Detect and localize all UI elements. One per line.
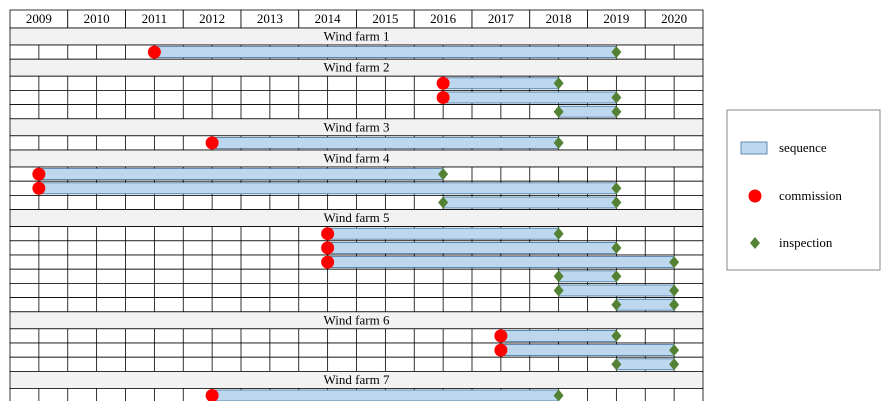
year-label: 2015 [372, 11, 398, 26]
year-label: 2020 [661, 11, 687, 26]
legend-label: sequence [779, 140, 827, 155]
sequence-bar [442, 77, 560, 90]
legend-swatch [750, 237, 760, 249]
inspection-marker [553, 284, 564, 297]
legend-swatch [740, 141, 768, 155]
legend-label: commission [779, 188, 842, 203]
sequence-bar [442, 91, 617, 104]
year-label: 2014 [315, 11, 342, 26]
inspection-marker [553, 227, 564, 240]
inspection-marker [553, 389, 564, 401]
inspection-marker [553, 77, 564, 90]
inspection-marker [438, 168, 449, 181]
year-label: 2018 [546, 11, 572, 26]
sequence-bar [327, 256, 675, 269]
group-label: Wind farm 7 [324, 372, 390, 387]
year-label: 2016 [430, 11, 457, 26]
group-label: Wind farm 1 [324, 28, 390, 43]
group-label: Wind farm 6 [324, 312, 390, 327]
group-label: Wind farm 5 [324, 210, 390, 225]
inspection-marker [611, 46, 622, 59]
sequence-bar [327, 227, 560, 240]
year-label: 2017 [488, 11, 515, 26]
sequence-bar [558, 270, 617, 283]
commission-marker [494, 329, 508, 343]
commission-marker [32, 167, 46, 181]
year-label: 2012 [199, 11, 225, 26]
commission-marker [205, 136, 219, 150]
year-label: 2009 [26, 11, 52, 26]
inspection-marker [611, 91, 622, 104]
commission-marker [321, 227, 335, 241]
inspection-marker [438, 196, 449, 209]
commission-marker [436, 76, 450, 90]
inspection-marker [669, 344, 680, 357]
legend-label: inspection [779, 235, 833, 250]
inspection-marker [611, 196, 622, 209]
inspection-marker [611, 270, 622, 283]
inspection-marker [669, 256, 680, 269]
commission-marker [32, 181, 46, 195]
sequence-bar [153, 46, 617, 58]
inspection-marker [611, 241, 622, 254]
group-label: Wind farm 2 [324, 60, 390, 75]
sequence-bar [558, 105, 617, 118]
inspection-marker [553, 136, 564, 149]
inspection-marker [611, 298, 622, 311]
sequence-bar [327, 241, 617, 254]
commission-marker [494, 343, 508, 357]
sequence-bar [442, 196, 617, 209]
sequence-bar [500, 329, 617, 342]
inspection-marker [553, 270, 564, 283]
inspection-marker [669, 298, 680, 311]
inspection-marker [611, 329, 622, 342]
group-label: Wind farm 3 [324, 119, 390, 134]
group-label: Wind farm 4 [324, 150, 390, 165]
sequence-bar [558, 284, 675, 297]
year-label: 2010 [84, 11, 110, 26]
commission-marker [436, 91, 450, 104]
commission-marker [321, 241, 335, 255]
year-label: 2011 [142, 11, 168, 26]
inspection-marker [611, 105, 622, 118]
inspection-marker [611, 182, 622, 195]
sequence-bar [211, 136, 560, 149]
sequence-bar [211, 389, 560, 401]
commission-marker [147, 45, 161, 59]
commission-marker [205, 389, 219, 401]
sequence-bar [615, 358, 675, 371]
inspection-marker [669, 358, 680, 371]
inspection-marker [611, 358, 622, 371]
inspection-marker [553, 105, 564, 118]
year-label: 2013 [257, 11, 283, 26]
sequence-bar [500, 344, 675, 357]
sequence-bar [38, 168, 444, 181]
sequence-bar [38, 182, 617, 195]
inspection-marker [669, 284, 680, 297]
legend-swatch [748, 189, 762, 203]
sequence-bar [615, 298, 675, 311]
year-label: 2019 [603, 11, 629, 26]
commission-marker [321, 255, 335, 269]
